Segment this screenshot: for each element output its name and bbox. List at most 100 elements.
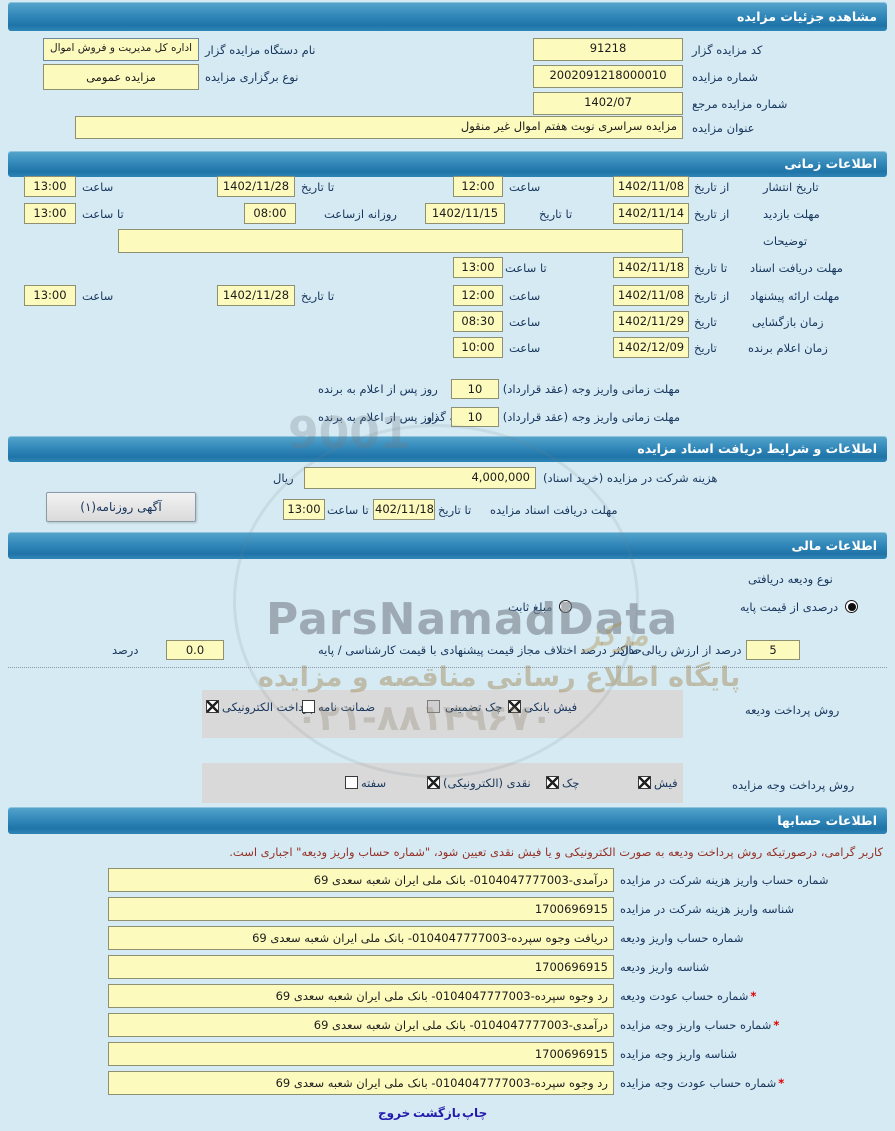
account-row-label: *شماره حساب واریز وجه مزایده	[620, 1018, 779, 1032]
checkbox-certified-check-label: چک تضمینی	[445, 700, 503, 714]
visit-to-date-field[interactable]: 1402/11/15	[425, 203, 505, 224]
payment-methods-panel	[202, 763, 683, 803]
offer-to-time-field[interactable]: 13:00	[24, 285, 76, 306]
auction-type-field[interactable]: مزایده عمومی	[43, 64, 199, 90]
visit-from-date-caption: از تاریخ	[694, 207, 730, 221]
docs-deadline-label: مهلت دریافت اسناد مزایده	[490, 503, 618, 517]
auction-type-label: نوع برگزاری مزایده	[205, 70, 299, 84]
visit-daily-from-field[interactable]: 08:00	[244, 203, 296, 224]
doc-deadline-date-field[interactable]: 1402/11/18	[613, 257, 689, 278]
back-link[interactable]: بازگشت	[413, 1106, 461, 1120]
account-value-field[interactable]: درآمدی-0104047777003- بانک ملی ایران شعب…	[108, 868, 614, 892]
required-asterisk: *	[750, 989, 757, 1003]
account-row-label-text: شماره حساب واریز وجه مزایده	[620, 1018, 772, 1032]
org-name-label: نام دستگاه مزایده گزار	[205, 43, 316, 57]
radio-percent-label: درصدی از قیمت پایه	[740, 600, 839, 614]
checkbox-bank-receipt[interactable]	[508, 700, 521, 713]
checkbox-receipt-label: فیش	[654, 776, 678, 790]
account-row-label: شناسه واریز ودیعه	[620, 960, 709, 974]
fee-unit-caption: ریال	[273, 471, 294, 485]
publish-from-date-field[interactable]: 1402/11/08	[613, 176, 689, 197]
checkbox-bank-receipt-label: فیش بانکی	[524, 700, 578, 714]
required-asterisk: *	[773, 1018, 780, 1032]
checkbox-check-label: چک	[562, 776, 580, 790]
docs-deadline-to-date-caption: تا تاریخ	[438, 503, 472, 517]
account-value-field[interactable]: دریافت وجوه سپرده-0104047777003- بانک مل…	[108, 926, 614, 950]
offer-label: مهلت ارائه پیشنهاد	[750, 289, 840, 303]
checkbox-cash-electronic[interactable]	[427, 776, 440, 789]
bidder-code-field[interactable]: 91218	[533, 38, 683, 61]
checkbox-check[interactable]	[546, 776, 559, 789]
winner-time-field[interactable]: 10:00	[453, 337, 503, 358]
visit-label: مهلت بازدید	[763, 207, 820, 221]
account-row-label-text: شناسه واریز ودیعه	[620, 960, 710, 974]
account-row-label-text: شماره حساب عودت وجه مزایده	[620, 1076, 777, 1090]
radio-percent-of-base[interactable]	[845, 600, 858, 613]
publish-from-time-field[interactable]: 12:00	[453, 176, 503, 197]
opening-date-field[interactable]: 1402/11/29	[613, 311, 689, 332]
publish-from-hour-caption: ساعت	[509, 180, 541, 194]
pay-contract-days-field[interactable]: 10	[451, 379, 499, 399]
checkbox-receipt[interactable]	[638, 776, 651, 789]
docs-deadline-time-field[interactable]: 13:00	[283, 499, 325, 520]
doc-deadline-to-hour-caption: تا ساعت	[505, 261, 547, 275]
publish-date-label: تاریخ انتشار	[763, 180, 819, 194]
publish-to-date-field[interactable]: 1402/11/28	[217, 176, 295, 197]
offer-from-date-field[interactable]: 1402/11/08	[613, 285, 689, 306]
radio-fixed-amount[interactable]	[559, 600, 572, 613]
visit-from-date-field[interactable]: 1402/11/14	[613, 203, 689, 224]
winner-date-field[interactable]: 1402/12/09	[613, 337, 689, 358]
org-name-field[interactable]: اداره کل مدیریت و فروش اموال	[43, 38, 199, 61]
deposit-methods-panel	[202, 690, 683, 738]
accounts-notice: کاربر گرامی، درصورتیکه روش پرداخت ودیعه …	[229, 845, 883, 859]
exit-link[interactable]: خروج	[378, 1106, 411, 1120]
doc-deadline-time-field[interactable]: 13:00	[453, 257, 503, 278]
offer-to-date-field[interactable]: 1402/11/28	[217, 285, 295, 306]
doc-deadline-to-date-caption: تا تاریخ	[694, 261, 728, 275]
watermark-brand: ParsNamadData	[266, 594, 679, 645]
checkbox-promissory-note-label: سفته	[361, 776, 387, 790]
newspaper-ad-button[interactable]: آگهی روزنامه(۱)	[46, 492, 196, 522]
pay-guarantor-days-after-caption: روز پس از اعلام به برنده	[318, 410, 438, 424]
opening-label: زمان بازگشایی	[752, 315, 824, 329]
pay-contract-days-after-caption: روز پس از اعلام به برنده	[318, 382, 438, 396]
winner-date-caption: تاریخ	[694, 341, 717, 355]
account-value-field[interactable]: 1700696915	[108, 955, 614, 979]
account-value-field[interactable]: 1700696915	[108, 1042, 614, 1066]
print-link[interactable]: چاپ	[462, 1106, 488, 1120]
account-value-field[interactable]: رد وجوه سپرده-0104047777003- بانک ملی ای…	[108, 984, 614, 1008]
radio-fixed-label: مبلغ ثابت	[508, 600, 553, 614]
ref-no-label: شماره مزایده مرجع	[692, 97, 788, 111]
account-value-field[interactable]: 1700696915	[108, 897, 614, 921]
account-row-label: شناسه واریز وجه مزایده	[620, 1047, 737, 1061]
account-value-field[interactable]: درآمدی-0104047777003- بانک ملی ایران شعب…	[108, 1013, 614, 1037]
pay-guarantor-days-field[interactable]: 10	[451, 407, 499, 427]
opening-time-field[interactable]: 08:30	[453, 311, 503, 332]
auction-title-field[interactable]: مزایده سراسری نوبت هفتم اموال غیر منقول	[75, 116, 683, 139]
account-row-label-text: شماره حساب واریز ودیعه	[620, 931, 744, 945]
docs-deadline-date-field[interactable]: 1402/11/18	[373, 499, 435, 520]
checkbox-promissory-note[interactable]	[345, 776, 358, 789]
publish-to-time-field[interactable]: 13:00	[24, 176, 76, 197]
auction-no-field[interactable]: 2002091218000010	[533, 65, 683, 88]
max-diff-field[interactable]: 0.0	[166, 640, 224, 660]
checkbox-electronic-payment[interactable]	[206, 700, 219, 713]
fee-field[interactable]: 4,000,000	[304, 467, 536, 489]
section-docs: اطلاعات و شرایط دریافت اسناد مزایده	[8, 436, 887, 462]
winner-label: زمان اعلام برنده	[748, 341, 828, 355]
offer-from-time-field[interactable]: 12:00	[453, 285, 503, 306]
visit-to-time-field[interactable]: 13:00	[24, 203, 76, 224]
checkbox-guarantee-letter[interactable]	[302, 700, 315, 713]
pay-contract-label: مهلت زمانی واریز وجه (عقد قرارداد)	[502, 382, 680, 396]
account-row-label: شناسه واریز هزینه شرکت در مزایده	[620, 902, 794, 916]
section-accounts: اطلاعات حسابها	[8, 807, 887, 834]
percent-value-field[interactable]: 5	[746, 640, 800, 660]
account-row-label-text: شناسه واریز هزینه شرکت در مزایده	[620, 902, 795, 916]
deposit-methods-label: روش پرداخت ودیعه	[745, 703, 840, 717]
ref-no-field[interactable]: 1402/07	[533, 92, 683, 115]
notes-field[interactable]	[118, 229, 683, 253]
checkbox-certified-check[interactable]	[427, 700, 440, 713]
account-value-field[interactable]: رد وجوه سپرده-0104047777003- بانک ملی ای…	[108, 1071, 614, 1095]
visit-daily-from-caption: روزانه ازساعت	[324, 207, 397, 221]
